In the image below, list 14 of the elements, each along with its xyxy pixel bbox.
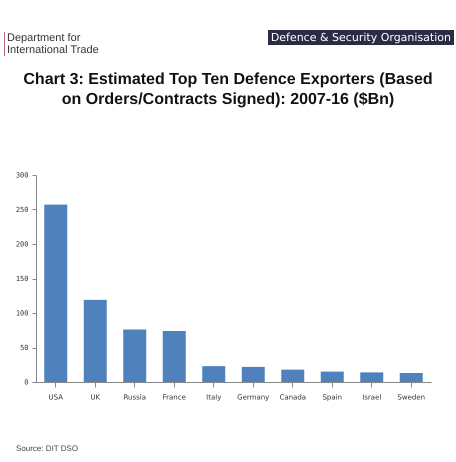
text: Defence & Security Organisation <box>268 30 454 45</box>
bar <box>162 330 186 382</box>
bar <box>44 204 68 382</box>
text: Department for International Trade <box>4 32 117 56</box>
bar <box>281 370 304 382</box>
chart-title: Chart 3: Estimated Top Ten Defence Exporters (Based on Orders/Contracts Signed): 2007-16 ($Bn) <box>22 70 434 110</box>
bar <box>360 372 384 382</box>
bar <box>400 373 423 382</box>
source-note: Source: DIT DSO <box>16 444 78 453</box>
bar <box>242 366 265 382</box>
bar <box>202 366 226 382</box>
bar <box>123 330 146 382</box>
bar <box>84 300 107 382</box>
bar <box>320 372 344 382</box>
